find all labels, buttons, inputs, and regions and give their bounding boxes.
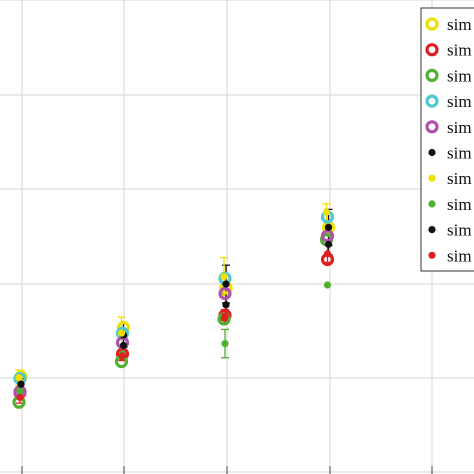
- data-point: [119, 341, 128, 350]
- legend-marker: [428, 226, 436, 234]
- data-point: [220, 272, 228, 281]
- data-point: [16, 393, 24, 402]
- legend-label: sim: [447, 221, 472, 240]
- data-point: [222, 280, 230, 288]
- data-point: [221, 312, 229, 320]
- legend-marker: [425, 17, 439, 31]
- data-point: [324, 223, 333, 231]
- data-point: [322, 208, 331, 216]
- data-point: [15, 374, 23, 382]
- legend-marker: [428, 251, 436, 259]
- legend-marker: [425, 68, 439, 83]
- legend-marker: [428, 174, 436, 182]
- data-point: [323, 281, 332, 289]
- data-point: [323, 250, 332, 258]
- legend-label: sim: [447, 144, 472, 163]
- legend-label: sim: [447, 92, 472, 111]
- legend-label: sim: [447, 41, 472, 60]
- legend-marker: [428, 200, 436, 208]
- legend-label: sim: [447, 195, 472, 214]
- legend: sim sim sim sim sim sim sim sim sim sim: [420, 7, 474, 272]
- legend-marker: [425, 94, 439, 108]
- data-point: [17, 380, 25, 388]
- data-point: [16, 387, 24, 395]
- data-point: [117, 329, 126, 337]
- legend-label: sim: [447, 118, 472, 137]
- data-point: [221, 339, 229, 348]
- legend-marker: [425, 43, 439, 57]
- legend-marker: [425, 120, 439, 134]
- legend-label: sim: [447, 66, 472, 85]
- data-point: [320, 229, 335, 243]
- data-point: [118, 352, 127, 360]
- data-points: [12, 156, 438, 409]
- legend-label: sim: [447, 169, 472, 188]
- data-point: [324, 240, 333, 248]
- legend-label: sim: [447, 246, 472, 265]
- legend-marker: [428, 148, 436, 157]
- error-bars: [15, 159, 435, 404]
- data-point: [222, 301, 230, 309]
- data-point: [218, 286, 232, 301]
- legend-label: sim: [447, 15, 472, 34]
